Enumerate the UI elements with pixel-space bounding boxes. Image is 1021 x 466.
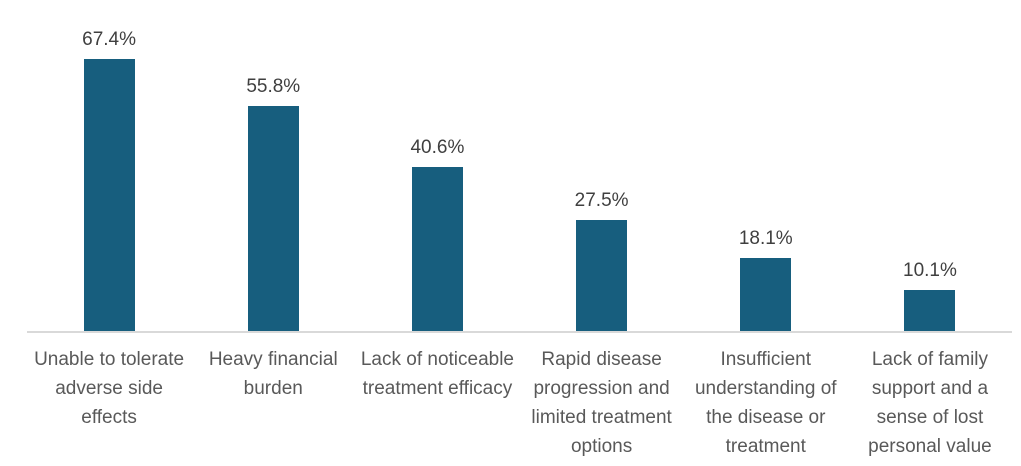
- category-label: Insufficient understanding of the diseas…: [694, 349, 837, 457]
- bar: [247, 105, 299, 331]
- bar-slot: 55.8%: [191, 0, 355, 331]
- category-label: Rapid disease progression and limited tr…: [531, 349, 672, 457]
- bar-slot: 18.1%: [684, 0, 848, 331]
- bar-value-label: 40.6%: [410, 137, 465, 159]
- category-label: Unable to tolerate adverse side effects: [34, 349, 185, 428]
- bar-slot: 67.4%: [27, 0, 191, 331]
- bar: [83, 58, 135, 331]
- bar-slot: 40.6%: [355, 0, 519, 331]
- bar-value-label: 55.8%: [246, 75, 301, 97]
- category-label: Heavy financial burden: [208, 349, 338, 399]
- category-label: Lack of family support and a sense of lo…: [868, 349, 992, 457]
- bar: [411, 167, 463, 331]
- category-label: Lack of noticeable treatment efficacy: [360, 349, 515, 399]
- bar: [576, 220, 628, 331]
- bar-slot: 27.5%: [520, 0, 684, 331]
- bar-slot: 10.1%: [848, 0, 1012, 331]
- bar-value-label: 18.1%: [738, 227, 793, 249]
- bar-value-label: 10.1%: [903, 260, 957, 282]
- plot-area: 67.4% 55.8% 40.6% 27.5% 18.1% 10.1%: [27, 0, 1012, 333]
- x-axis-labels: Unable to tolerate adverse side effects H…: [27, 345, 1012, 461]
- bar-value-label: 27.5%: [574, 190, 629, 211]
- bar: [904, 290, 956, 331]
- bar: [740, 257, 792, 331]
- bar-value-label: 67.4%: [82, 28, 137, 50]
